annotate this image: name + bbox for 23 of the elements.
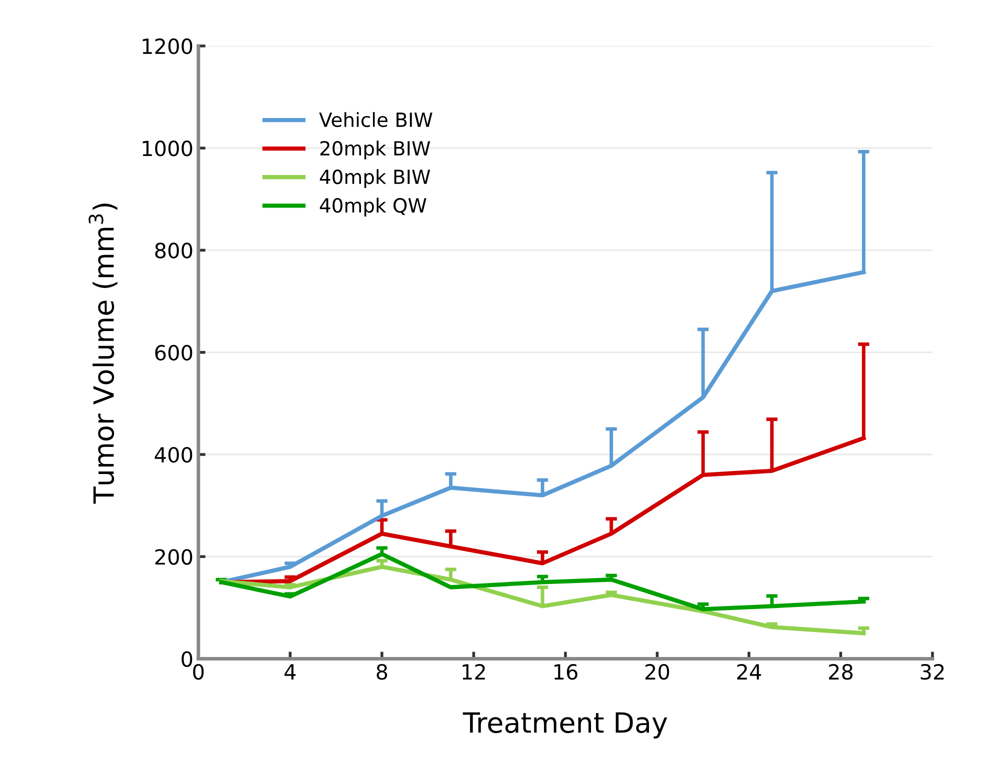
legend-label: Vehicle BIW xyxy=(319,112,432,128)
y-tick-label: 1200 xyxy=(142,38,192,54)
legend-label: 40mpk BIW xyxy=(320,169,430,188)
x-tick-label: 8 xyxy=(376,664,388,680)
x-tick-label: 28 xyxy=(828,664,853,680)
legend-label: 40mpk QW xyxy=(320,198,426,217)
x-tick-label: 20 xyxy=(645,664,670,680)
x-tick-label: 12 xyxy=(462,664,485,680)
y-tick-label: 400 xyxy=(154,446,192,463)
y-tick-label: 600 xyxy=(155,344,192,361)
x-tick-label: 32 xyxy=(920,664,944,680)
y-tick-label: 200 xyxy=(155,549,192,565)
legend-label: 20mpk BIW xyxy=(320,140,430,160)
y-tick-label: 1000 xyxy=(142,140,192,156)
x-tick-label: 0 xyxy=(193,664,204,680)
x-tick-label: 24 xyxy=(737,664,762,680)
x-tick-label: 4 xyxy=(284,664,296,680)
x-axis-title: Treatment Day xyxy=(462,712,668,738)
line-series xyxy=(219,552,866,612)
y-tick-label: 0 xyxy=(182,651,192,667)
y-tick-label: 800 xyxy=(155,242,192,258)
y-axis-title: Tumor Volume (mm$^{3}$) xyxy=(88,204,118,504)
x-tick-label: 16 xyxy=(554,664,578,680)
